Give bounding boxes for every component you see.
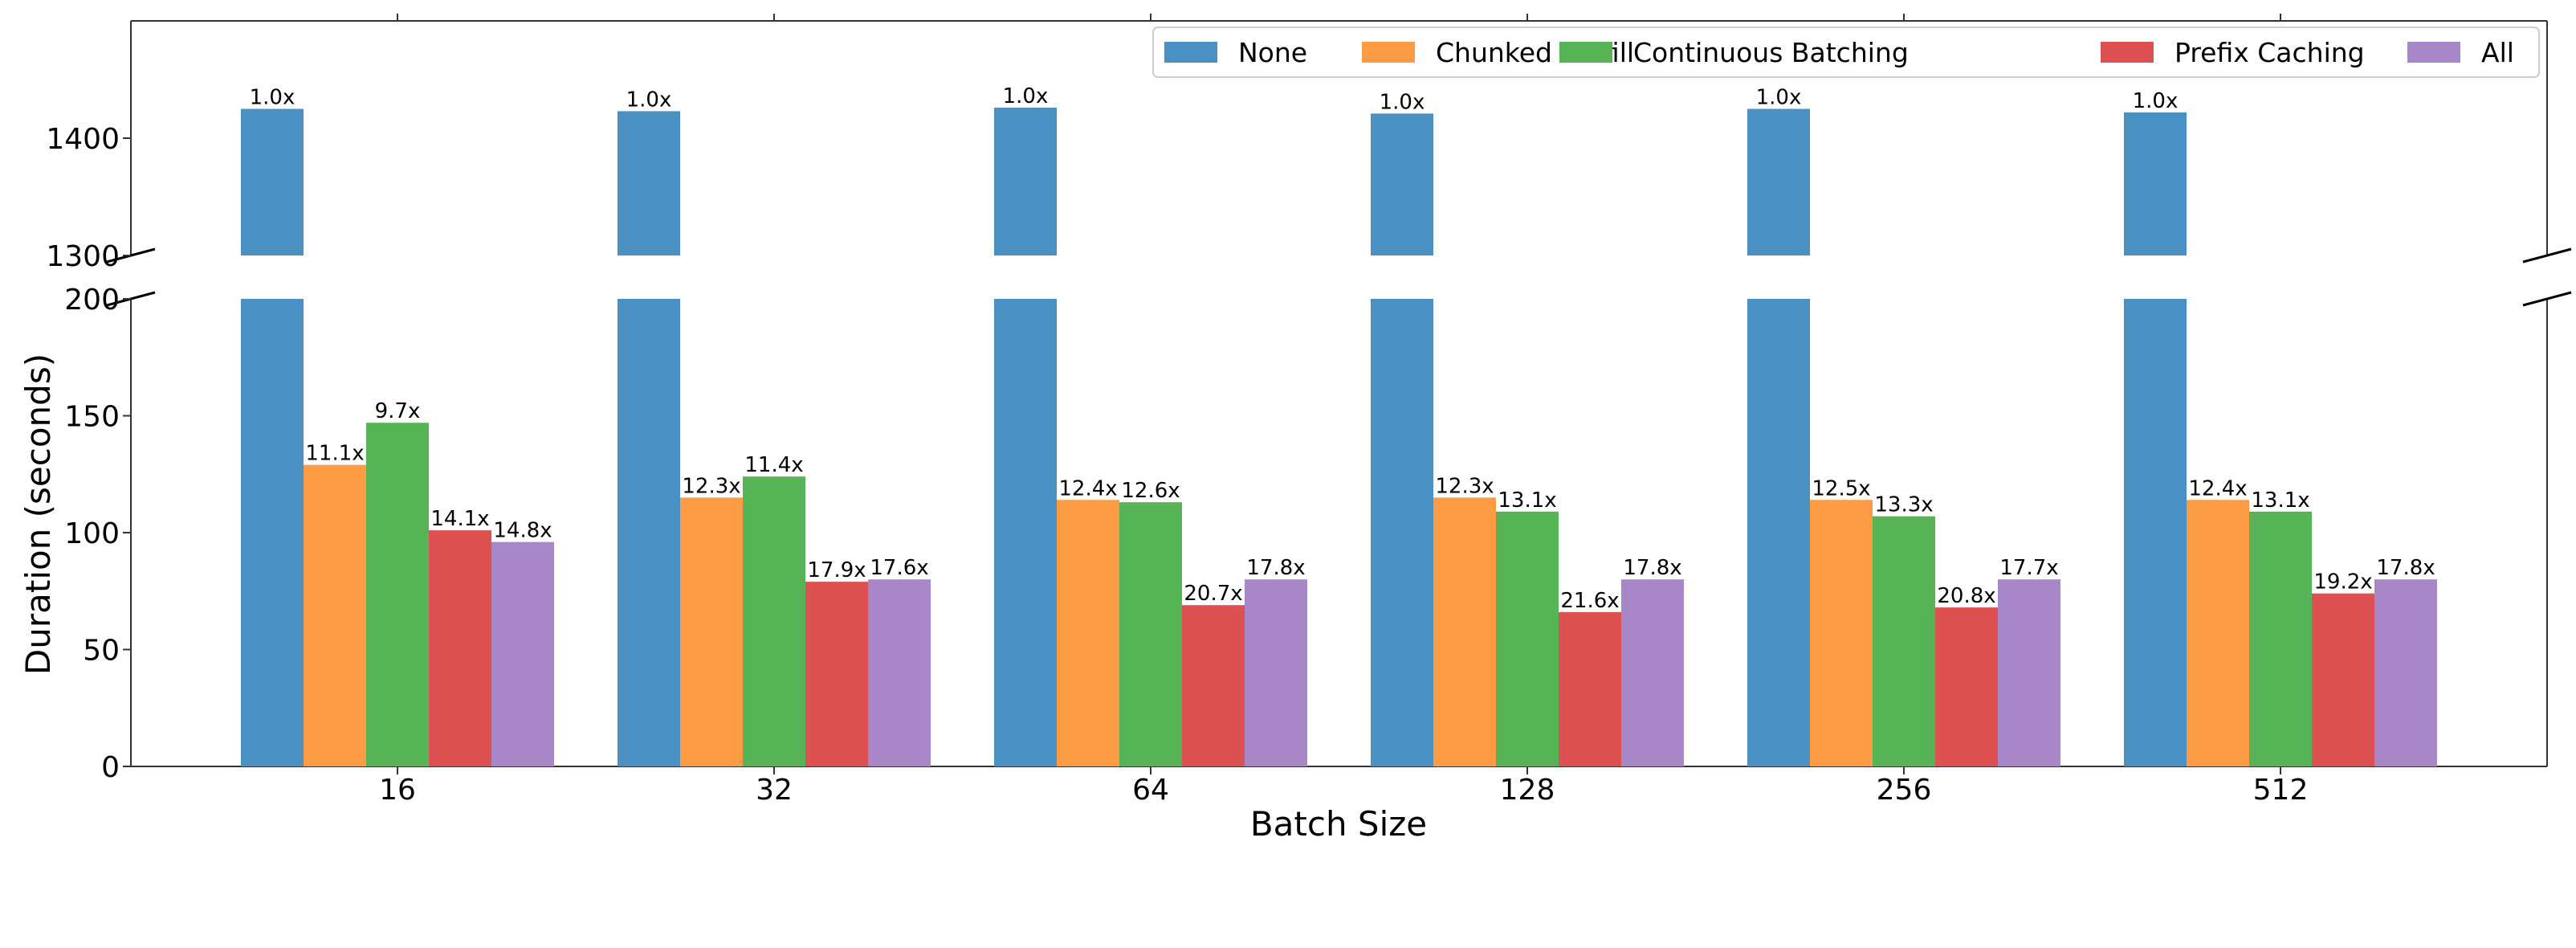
data-label: 12.6x bbox=[1121, 479, 1180, 503]
data-label: 14.1x bbox=[430, 507, 489, 531]
y-tick-label: 150 bbox=[64, 401, 120, 434]
bar-chunked-prefill bbox=[680, 497, 743, 766]
y-tick-label: 200 bbox=[64, 284, 120, 317]
x-tick-label: 512 bbox=[2253, 774, 2309, 807]
y-tick-label: 100 bbox=[64, 517, 120, 550]
bar-none-upper bbox=[2124, 112, 2187, 255]
bar-prefix-caching bbox=[1182, 605, 1245, 766]
bar-prefix-caching bbox=[1935, 607, 1998, 766]
data-label: 1.0x bbox=[626, 88, 672, 112]
x-tick-label: 128 bbox=[1500, 774, 1555, 807]
y-tick-label: 1300 bbox=[46, 240, 120, 273]
data-label: 12.3x bbox=[1435, 474, 1494, 498]
legend-swatch bbox=[2101, 42, 2154, 63]
bar-chunked-prefill bbox=[304, 464, 366, 766]
bar-none-upper bbox=[994, 108, 1057, 255]
bar-continuous-batching bbox=[743, 476, 805, 766]
x-tick-label: 64 bbox=[1132, 774, 1169, 807]
data-label: 21.6x bbox=[1560, 589, 1619, 613]
data-label: 17.6x bbox=[870, 556, 928, 580]
bar-all bbox=[868, 579, 931, 766]
y-axis-label: Duration (seconds) bbox=[18, 353, 58, 675]
legend-swatch bbox=[1559, 42, 1612, 63]
bar-none-upper bbox=[618, 111, 680, 255]
data-label: 12.4x bbox=[2188, 476, 2247, 501]
axis-break-mark bbox=[2522, 291, 2572, 307]
bar-none-lower bbox=[241, 299, 304, 766]
legend-swatch bbox=[2407, 42, 2460, 63]
data-label: 17.8x bbox=[1246, 556, 1305, 580]
bar-all bbox=[1245, 579, 1307, 766]
data-label: 11.1x bbox=[305, 442, 364, 466]
bar-none-upper bbox=[1371, 113, 1433, 255]
legend-label: Continuous Batching bbox=[1633, 37, 1909, 68]
bar-prefix-caching bbox=[1559, 611, 1621, 766]
data-label: 17.8x bbox=[1623, 556, 1681, 580]
data-label: 17.7x bbox=[1999, 556, 2058, 580]
bar-all bbox=[491, 541, 554, 766]
bar-none-upper bbox=[241, 108, 304, 255]
axis-break-mark bbox=[2522, 247, 2572, 264]
data-label: 13.1x bbox=[1498, 488, 1556, 513]
data-label: 1.0x bbox=[250, 86, 296, 110]
data-label: 1.0x bbox=[1380, 90, 1425, 114]
bar-prefix-caching bbox=[2312, 593, 2374, 766]
legend-swatch bbox=[1164, 42, 1217, 63]
legend-box bbox=[1152, 27, 2540, 78]
bar-continuous-batching bbox=[1119, 502, 1182, 766]
bar-continuous-batching bbox=[366, 423, 429, 766]
bar-none-upper bbox=[1747, 108, 1810, 255]
bar-none-lower bbox=[1747, 299, 1810, 766]
data-label: 11.4x bbox=[744, 453, 803, 477]
legend-label: None bbox=[1238, 37, 1307, 68]
bars bbox=[241, 108, 2437, 766]
bar-chunked-prefill bbox=[1057, 500, 1119, 766]
legend-label: All bbox=[2481, 37, 2514, 68]
data-label: 1.0x bbox=[1756, 86, 1802, 110]
data-label: 12.3x bbox=[682, 474, 740, 498]
data-label: 1.0x bbox=[1003, 84, 1049, 108]
x-tick-label: 16 bbox=[379, 774, 416, 807]
bar-none-lower bbox=[994, 299, 1057, 766]
ticks: 16 32 64 128 256 512 0 50 100 150 200 1300 1400 bbox=[46, 14, 2308, 807]
data-label: 14.8x bbox=[493, 519, 552, 543]
legend-swatch bbox=[1362, 42, 1415, 63]
x-tick-label: 256 bbox=[1877, 774, 1932, 807]
y-tick-label: 50 bbox=[83, 635, 120, 668]
data-label: 13.1x bbox=[2251, 488, 2309, 513]
bar-chunked-prefill bbox=[2187, 500, 2249, 766]
bar-none-lower bbox=[2124, 299, 2187, 766]
data-label: 19.2x bbox=[2313, 570, 2372, 595]
data-label: 12.5x bbox=[1812, 476, 1870, 501]
bar-all bbox=[1621, 579, 1684, 766]
bar-chunked-prefill bbox=[1433, 497, 1496, 766]
data-label: 17.9x bbox=[807, 558, 866, 582]
data-label: 20.8x bbox=[1937, 584, 1995, 608]
bar-continuous-batching bbox=[1496, 511, 1559, 766]
bar-prefix-caching bbox=[805, 582, 868, 766]
data-label: 12.4x bbox=[1058, 476, 1117, 501]
x-tick-label: 32 bbox=[756, 774, 793, 807]
bar-continuous-batching bbox=[1873, 516, 1935, 766]
data-label: 13.3x bbox=[1874, 493, 1933, 517]
bar-chunked-prefill bbox=[1810, 500, 1873, 766]
data-label: 9.7x bbox=[375, 399, 421, 423]
data-label: 17.8x bbox=[2376, 556, 2435, 580]
bar-none-lower bbox=[618, 299, 680, 766]
x-axis-label: Batch Size bbox=[1250, 804, 1427, 844]
bar-all bbox=[1998, 579, 2060, 766]
bar-all bbox=[2374, 579, 2437, 766]
y-tick-label: 0 bbox=[101, 751, 120, 784]
data-label: 1.0x bbox=[2133, 89, 2179, 113]
bar-continuous-batching bbox=[2249, 511, 2312, 766]
y-tick-label: 1400 bbox=[46, 123, 120, 156]
bar-prefix-caching bbox=[429, 530, 491, 766]
data-label: 20.7x bbox=[1184, 582, 1242, 606]
legend-label: Prefix Caching bbox=[2175, 37, 2365, 68]
bar-none-lower bbox=[1371, 299, 1433, 766]
